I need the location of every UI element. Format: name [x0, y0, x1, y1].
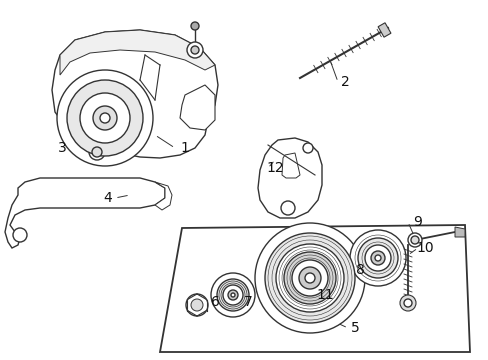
Circle shape — [13, 228, 27, 242]
Polygon shape — [52, 30, 218, 158]
Circle shape — [227, 290, 238, 300]
Text: 10: 10 — [415, 241, 433, 255]
Text: 8: 8 — [355, 263, 364, 277]
Circle shape — [364, 245, 390, 271]
Text: 7: 7 — [243, 295, 252, 309]
Polygon shape — [377, 23, 390, 37]
Circle shape — [284, 252, 335, 304]
Circle shape — [291, 260, 327, 296]
Circle shape — [281, 201, 294, 215]
Text: 6: 6 — [210, 295, 219, 309]
Polygon shape — [160, 225, 469, 352]
Circle shape — [403, 299, 411, 307]
Circle shape — [217, 279, 248, 311]
Text: 2: 2 — [340, 75, 348, 89]
Circle shape — [191, 46, 199, 54]
Polygon shape — [180, 85, 215, 130]
Polygon shape — [155, 182, 172, 210]
Circle shape — [357, 238, 397, 278]
Text: 5: 5 — [350, 321, 359, 335]
Polygon shape — [60, 30, 215, 75]
Circle shape — [374, 255, 380, 261]
Circle shape — [67, 80, 142, 156]
Circle shape — [230, 293, 235, 297]
Circle shape — [254, 223, 364, 333]
Circle shape — [191, 299, 203, 311]
Polygon shape — [5, 178, 164, 248]
Circle shape — [185, 294, 207, 316]
Text: 1: 1 — [180, 141, 189, 155]
Text: 11: 11 — [315, 288, 333, 302]
Circle shape — [410, 236, 418, 244]
Polygon shape — [282, 153, 299, 178]
Circle shape — [303, 143, 312, 153]
Text: 4: 4 — [103, 191, 112, 205]
Circle shape — [93, 106, 117, 130]
Circle shape — [223, 285, 243, 305]
Circle shape — [370, 251, 384, 265]
Circle shape — [80, 93, 130, 143]
Circle shape — [349, 230, 405, 286]
Text: 9: 9 — [413, 215, 422, 229]
Polygon shape — [454, 227, 464, 237]
Circle shape — [305, 273, 314, 283]
Circle shape — [399, 295, 415, 311]
Circle shape — [275, 244, 343, 312]
Circle shape — [89, 144, 105, 160]
Circle shape — [264, 233, 354, 323]
Circle shape — [298, 267, 320, 289]
Circle shape — [92, 147, 102, 157]
Circle shape — [191, 22, 199, 30]
Circle shape — [186, 42, 203, 58]
Circle shape — [100, 113, 110, 123]
Polygon shape — [258, 138, 321, 218]
Circle shape — [407, 233, 421, 247]
Circle shape — [57, 70, 153, 166]
Text: 3: 3 — [58, 141, 66, 155]
Circle shape — [210, 273, 254, 317]
Text: 12: 12 — [265, 161, 283, 175]
